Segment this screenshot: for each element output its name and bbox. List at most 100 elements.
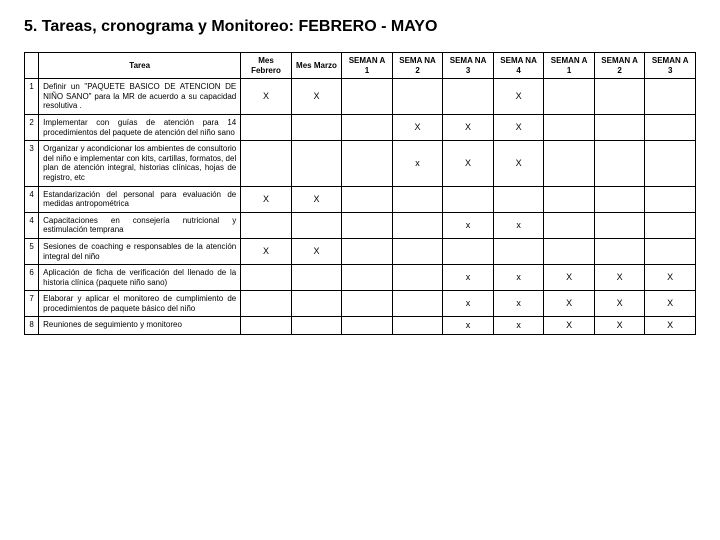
schedule-cell: X [291,238,342,264]
table-row: 8Reuniones de seguimiento y monitoreoxxX… [25,317,696,335]
schedule-cell: x [493,291,544,317]
schedule-cell: X [594,291,645,317]
schedule-cell [342,238,393,264]
schedule-cell: X [594,317,645,335]
schedule-cell [392,317,443,335]
row-num: 4 [25,186,39,212]
col-h1: Mes Marzo [291,53,342,79]
schedule-cell [342,291,393,317]
schedule-cell: x [443,317,494,335]
schedule-cell: X [392,114,443,140]
col-h0: Mes Febrero [241,53,292,79]
row-num: 2 [25,114,39,140]
col-h8: SEMAN A 3 [645,53,696,79]
row-num: 3 [25,141,39,186]
row-tarea: Reuniones de seguimiento y monitoreo [39,317,241,335]
table-row: 3Organizar y acondicionar los ambientes … [25,141,696,186]
schedule-cell [594,186,645,212]
schedule-cell: x [493,212,544,238]
schedule-cell: x [392,141,443,186]
table-row: 1Definir un "PAQUETE BASICO DE ATENCION … [25,79,696,115]
schedule-cell [241,265,292,291]
schedule-cell [342,212,393,238]
schedule-cell [342,317,393,335]
col-num [25,53,39,79]
schedule-cell: X [241,238,292,264]
page-title: 5. Tareas, cronograma y Monitoreo: FEBRE… [24,18,696,36]
schedule-cell: X [544,317,595,335]
schedule-cell [443,186,494,212]
schedule-cell [241,141,292,186]
schedule-table: Tarea Mes Febrero Mes Marzo SEMAN A 1 SE… [24,52,696,335]
row-tarea: Sesiones de coaching e responsables de l… [39,238,241,264]
schedule-cell [544,79,595,115]
schedule-cell: X [443,114,494,140]
col-h3: SEMA NA 2 [392,53,443,79]
schedule-cell: x [443,265,494,291]
schedule-cell [241,291,292,317]
schedule-cell: X [645,291,696,317]
schedule-cell [544,212,595,238]
schedule-cell [645,141,696,186]
schedule-cell [342,79,393,115]
schedule-cell [443,79,494,115]
col-h7: SEMAN A 2 [594,53,645,79]
schedule-cell: X [443,141,494,186]
table-row: 7Elaborar y aplicar el monitoreo de cump… [25,291,696,317]
schedule-cell [645,79,696,115]
schedule-cell: X [544,265,595,291]
row-num: 7 [25,291,39,317]
schedule-cell [544,186,595,212]
schedule-cell: X [645,265,696,291]
schedule-cell [645,186,696,212]
schedule-cell: X [241,79,292,115]
schedule-cell: x [493,317,544,335]
schedule-cell: X [493,114,544,140]
row-tarea: Elaborar y aplicar el monitoreo de cumpl… [39,291,241,317]
schedule-cell [291,141,342,186]
schedule-cell [544,141,595,186]
row-num: 5 [25,238,39,264]
schedule-cell [342,141,393,186]
row-num: 1 [25,79,39,115]
schedule-cell [594,79,645,115]
schedule-cell [493,238,544,264]
schedule-cell [342,265,393,291]
schedule-cell [594,238,645,264]
schedule-cell [594,141,645,186]
table-row: 4Estandarización del personal para evalu… [25,186,696,212]
row-num: 8 [25,317,39,335]
table-row: 6Aplicación de ficha de verificación del… [25,265,696,291]
schedule-cell [392,238,443,264]
schedule-cell [241,212,292,238]
schedule-cell [291,265,342,291]
schedule-cell [594,114,645,140]
schedule-cell: x [493,265,544,291]
schedule-cell [443,238,494,264]
schedule-cell [392,265,443,291]
schedule-cell [342,186,393,212]
schedule-cell [241,114,292,140]
row-tarea: Aplicación de ficha de verificación del … [39,265,241,291]
schedule-cell: X [493,79,544,115]
col-h5: SEMA NA 4 [493,53,544,79]
schedule-cell [291,291,342,317]
schedule-cell [645,114,696,140]
schedule-cell: X [291,79,342,115]
schedule-cell [392,79,443,115]
schedule-cell [645,238,696,264]
schedule-cell [392,291,443,317]
schedule-cell: X [493,141,544,186]
schedule-cell: X [291,186,342,212]
col-h6: SEMAN A 1 [544,53,595,79]
col-tarea: Tarea [39,53,241,79]
schedule-cell [291,317,342,335]
schedule-cell [493,186,544,212]
schedule-cell: x [443,291,494,317]
row-tarea: Estandarización del personal para evalua… [39,186,241,212]
table-header-row: Tarea Mes Febrero Mes Marzo SEMAN A 1 SE… [25,53,696,79]
schedule-cell [544,238,595,264]
table-row: 5Sesiones de coaching e responsables de … [25,238,696,264]
schedule-cell [291,114,342,140]
schedule-cell [241,317,292,335]
